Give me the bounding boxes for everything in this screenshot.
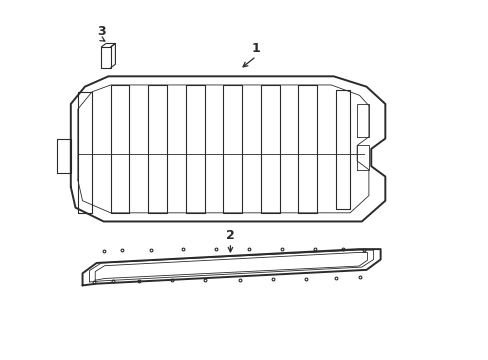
- Text: 1: 1: [251, 42, 260, 55]
- Text: 2: 2: [225, 229, 234, 242]
- Text: 3: 3: [97, 25, 105, 38]
